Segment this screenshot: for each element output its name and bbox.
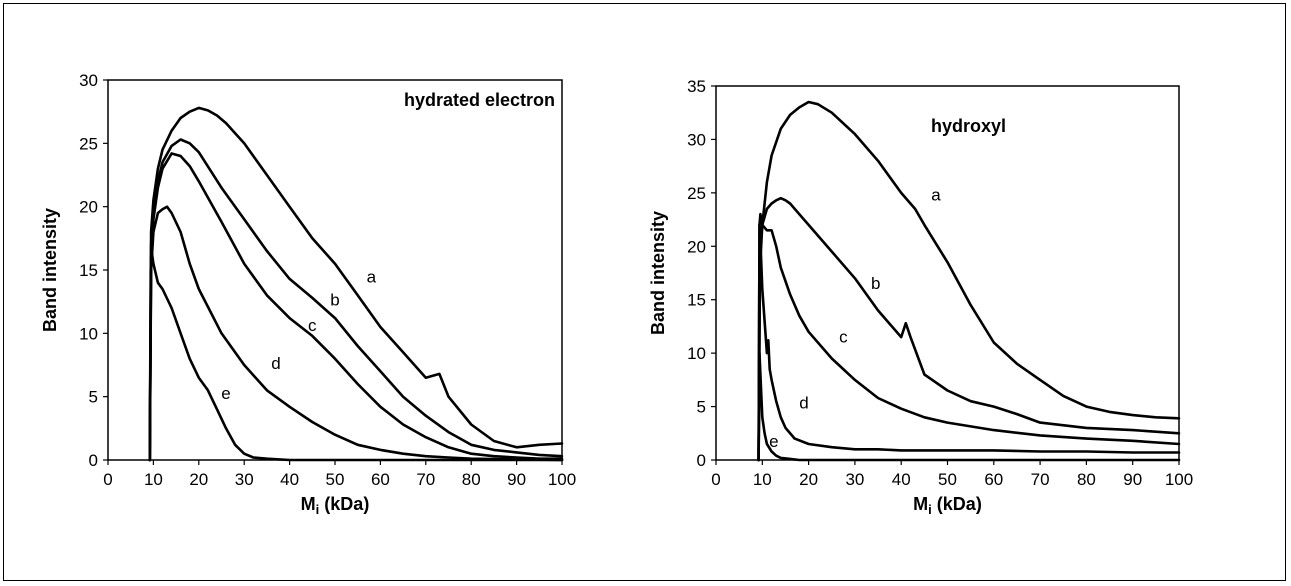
series-line-c bbox=[757, 212, 1181, 462]
x-tick-label: 0 bbox=[711, 470, 720, 489]
chart-hydrated-electron: 0 10 20 30 40 50 60 70 80 90 100 0 5 10 15 20 25 30 Mi (kD… bbox=[40, 71, 576, 517]
series-label-d: d bbox=[271, 354, 280, 373]
series-label-b: b bbox=[330, 290, 339, 309]
x-tick-label: 70 bbox=[1031, 470, 1050, 489]
series-line-c bbox=[148, 152, 564, 462]
figure-frame bbox=[3, 3, 1286, 581]
series-line-d bbox=[148, 205, 564, 462]
y-tick-label: 10 bbox=[79, 324, 98, 343]
y-tick-label: 10 bbox=[687, 344, 706, 363]
series-label-b: b bbox=[871, 274, 880, 293]
x-tick-label: 20 bbox=[189, 470, 208, 489]
series-line-b bbox=[757, 196, 1181, 462]
x-tick-label: 20 bbox=[799, 470, 818, 489]
plot-area-border bbox=[715, 85, 1180, 461]
series-label-d: d bbox=[799, 394, 808, 413]
x-axis-label: Mi (kDa) bbox=[913, 494, 982, 517]
x-tick-label: 10 bbox=[144, 470, 163, 489]
series-label-a: a bbox=[367, 268, 377, 287]
y-tick-label: 25 bbox=[687, 184, 706, 203]
y-tick-label: 35 bbox=[687, 77, 706, 96]
x-tick-label: 80 bbox=[462, 470, 481, 489]
x-tick-label: 10 bbox=[753, 470, 772, 489]
y-tick-label: 20 bbox=[687, 237, 706, 256]
series-label-e: e bbox=[221, 384, 230, 403]
series-line-e bbox=[148, 249, 564, 462]
x-tick-label: 100 bbox=[1165, 470, 1193, 489]
x-tick-label: 0 bbox=[103, 470, 112, 489]
y-tick-label: 5 bbox=[89, 388, 98, 407]
x-tick-label: 30 bbox=[235, 470, 254, 489]
x-tick-label: 60 bbox=[984, 470, 1003, 489]
y-tick-label: 15 bbox=[687, 291, 706, 310]
y-axis-label: Band intensity bbox=[40, 208, 60, 332]
x-tick-label: 50 bbox=[938, 470, 957, 489]
y-tick-label: 30 bbox=[687, 130, 706, 149]
chart-annotation: hydrated electron bbox=[404, 90, 555, 110]
x-tick-label: 100 bbox=[548, 470, 576, 489]
y-tick-label: 0 bbox=[89, 451, 98, 470]
y-tick-label: 5 bbox=[697, 398, 706, 417]
series-label-a: a bbox=[931, 185, 941, 204]
series-line-a bbox=[148, 106, 564, 462]
y-axis-label: Band intensity bbox=[648, 211, 668, 335]
y-tick-label: 30 bbox=[79, 71, 98, 90]
x-tick-label: 30 bbox=[845, 470, 864, 489]
y-tick-label: 25 bbox=[79, 134, 98, 153]
chart-annotation: hydroxyl bbox=[931, 116, 1006, 136]
series-label-c: c bbox=[308, 316, 317, 335]
series-label-c: c bbox=[839, 327, 848, 346]
x-tick-label: 60 bbox=[371, 470, 390, 489]
y-tick-label: 15 bbox=[79, 261, 98, 280]
x-tick-label: 80 bbox=[1077, 470, 1096, 489]
plot-area-border bbox=[107, 79, 563, 461]
y-tick-label: 20 bbox=[79, 198, 98, 217]
x-tick-label: 90 bbox=[1123, 470, 1142, 489]
x-tick-label: 40 bbox=[280, 470, 299, 489]
y-tick-label: 0 bbox=[697, 451, 706, 470]
x-tick-label: 50 bbox=[326, 470, 345, 489]
series-label-e: e bbox=[769, 432, 778, 451]
x-tick-label: 90 bbox=[507, 470, 526, 489]
series-line-e bbox=[757, 351, 1181, 462]
series-line-d bbox=[757, 223, 1181, 462]
x-tick-label: 40 bbox=[892, 470, 911, 489]
x-axis-label: Mi (kDa) bbox=[301, 494, 370, 517]
x-tick-label: 70 bbox=[416, 470, 435, 489]
chart-hydroxyl: 0 10 20 30 40 50 60 70 80 90 100 0 5 10 15 20 25 30 35 Mi (… bbox=[648, 77, 1193, 517]
series-line-b bbox=[148, 138, 564, 462]
series-line-a bbox=[757, 100, 1181, 462]
